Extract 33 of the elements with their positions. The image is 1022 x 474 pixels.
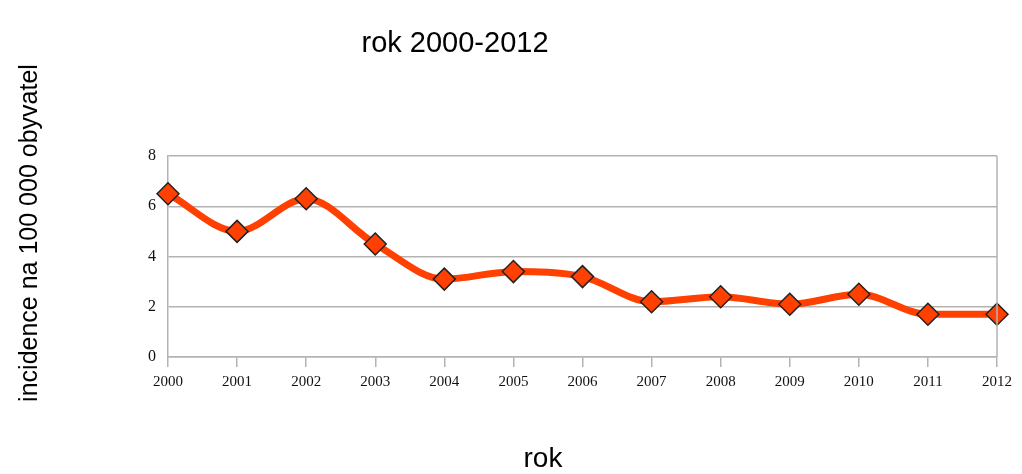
x-tick-label: 2001 (222, 372, 253, 389)
x-tick-label: 2007 (636, 372, 668, 389)
point (639, 289, 664, 314)
point (570, 264, 595, 289)
x-tick-label: 2002 (291, 372, 322, 389)
chart-title: rok 2000-2012 (361, 25, 549, 59)
x-tick-label: 2008 (705, 372, 736, 389)
point (916, 302, 940, 327)
y-tick-label: 4 (148, 246, 156, 264)
x-tick-label: 2010 (843, 372, 874, 389)
point (501, 259, 526, 284)
y-axis-title: incidence na 100 000 obyvatel (13, 64, 43, 402)
x-tick-label: 2006 (567, 372, 598, 389)
y-tick-label: 8 (148, 146, 156, 164)
point (708, 284, 733, 309)
x-axis-title: rok (523, 442, 563, 474)
x-tick-label: 2009 (774, 372, 805, 389)
point (847, 282, 871, 306)
y-tick-label: 0 (148, 347, 156, 365)
y-tick-label: 6 (148, 196, 156, 214)
point (294, 186, 318, 211)
point (363, 232, 387, 256)
point (225, 219, 249, 244)
x-tick-label: 2011 (913, 372, 943, 389)
point (432, 267, 457, 291)
x-tick-label: 2005 (498, 372, 529, 389)
y-tick-label: 2 (148, 296, 156, 314)
x-tick-label: 2000 (153, 372, 183, 389)
x-tick-label: 2004 (429, 372, 460, 389)
x-tick-label: 2003 (360, 372, 391, 389)
point (156, 181, 180, 206)
x-tick-label: 2012 (982, 372, 1012, 389)
point (778, 292, 802, 316)
